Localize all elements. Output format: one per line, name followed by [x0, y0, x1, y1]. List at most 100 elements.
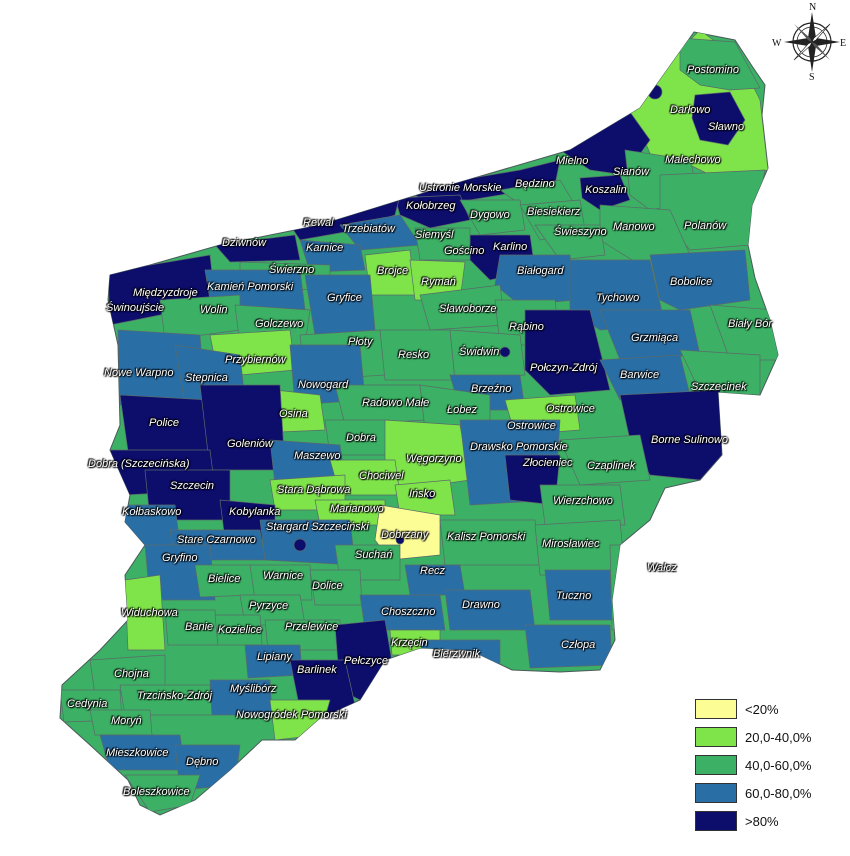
label-manowo: Manowo	[613, 221, 655, 233]
label-bialybor: Biały Bór	[728, 318, 773, 330]
enclave-darlowo	[647, 84, 663, 100]
label-czlopa: Człopa	[561, 639, 596, 651]
label-karlino: Karlino	[493, 241, 528, 253]
region-bobolice	[649, 249, 751, 311]
label-stepnica: Stepnica	[185, 372, 228, 384]
label-ostrowice2: Ostrowice	[507, 420, 556, 432]
label-przybiernow: Przybiernów	[225, 354, 286, 366]
enclave-insko	[425, 490, 435, 500]
label-karnice: Karnice	[306, 242, 344, 254]
compass-n: N	[809, 2, 816, 13]
label-rewal: Rewal	[303, 217, 334, 229]
label-radowo: Radowo Małe	[362, 397, 430, 409]
legend-label: 60,0-80,0%	[745, 785, 812, 801]
legend-label: >80%	[745, 813, 779, 829]
legend-label: 20,0-40,0%	[745, 729, 812, 745]
label-grzmiaca: Grzmiąca	[631, 332, 679, 344]
legend-swatch-lt20	[695, 699, 737, 719]
label-wegorzyno: Węgorzyno	[406, 453, 462, 465]
label-miroslawiec: Mirosławiec	[542, 538, 600, 550]
legend-item: <20%	[695, 697, 835, 721]
label-nowewarpno: Nowe Warpno	[104, 367, 174, 379]
legend-label: 40,0-60,0%	[745, 757, 812, 773]
label-wolin: Wolin	[200, 304, 228, 316]
legend-label: <20%	[745, 701, 779, 717]
label-bierzwnik: Bierzwnik	[433, 648, 481, 660]
region-walcz	[609, 544, 661, 631]
compass-s: S	[809, 72, 815, 80]
label-postomino: Postomino	[687, 64, 739, 76]
label-ploty: Płoty	[348, 336, 373, 348]
region-swieszyno	[534, 224, 606, 261]
label-siemysl: Siemyśl	[415, 229, 454, 241]
legend-swatch-60-80	[695, 783, 737, 803]
label-biesiekierz: Biesiekierz	[527, 206, 581, 218]
label-slawoborze: Sławoborze	[439, 303, 497, 315]
label-lipiany: Lipiany	[257, 651, 292, 663]
label-malechowo: Malechowo	[665, 154, 721, 166]
label-trzebiatow: Trzebiatów	[342, 223, 395, 235]
label-nowogrodek: Nowogródek Pomorski	[236, 709, 347, 721]
label-dobraszcz: Dobra (Szczecińska)	[88, 458, 190, 470]
label-dygowo: Dygowo	[470, 209, 510, 221]
region-widuchowa	[124, 574, 166, 651]
label-szczecinek: Szczecinek	[691, 381, 747, 393]
label-polczyn: Połczyn-Zdrój	[530, 362, 598, 374]
label-drawsko: Drawsko Pomorskie	[470, 441, 568, 453]
label-ustronie: Ustronie Morskie	[419, 182, 502, 194]
label-golczewo: Golczewo	[255, 318, 304, 330]
label-darlowo: Darłowo	[670, 104, 711, 116]
label-goscino: Gościno	[444, 245, 485, 257]
compass-rose-icon: N S W E	[772, 2, 846, 80]
label-polanow: Polanów	[684, 220, 727, 232]
label-boleszkowice: Boleszkowice	[123, 786, 190, 798]
label-barwice: Barwice	[620, 369, 660, 381]
label-stargard: Stargard Szczeciński	[266, 521, 369, 533]
label-mielno: Mielno	[556, 155, 589, 167]
label-ryman: Rymań	[421, 276, 456, 288]
label-bedzino: Będzino	[515, 178, 555, 190]
region-szczecinek	[679, 349, 761, 396]
label-banie: Banie	[185, 621, 214, 633]
label-mysliborz: Myślibórz	[230, 683, 277, 695]
label-gryfino: Gryfino	[162, 552, 198, 564]
label-kamien: Kamień Pomorski	[207, 281, 294, 293]
label-maszewo: Maszewo	[294, 450, 341, 462]
label-debno: Dębno	[186, 756, 219, 768]
label-starecz: Stare Czarnowo	[177, 534, 256, 546]
label-mieszkowice: Mieszkowice	[106, 747, 169, 759]
region-karnice	[299, 239, 366, 273]
region-dygowo	[459, 199, 526, 236]
label-police: Police	[149, 417, 179, 429]
label-cedynia: Cedynia	[67, 698, 108, 710]
region-siemysl	[414, 227, 471, 261]
label-osina: Osina	[279, 408, 308, 420]
legend-item: 20,0-40,0%	[695, 725, 835, 749]
label-kalisz: Kalisz Pomorski	[447, 531, 526, 543]
region-koszalin	[579, 174, 631, 211]
label-kobylanka: Kobylanka	[229, 506, 281, 518]
label-moryn: Moryń	[111, 715, 142, 727]
label-warnice: Warnice	[263, 570, 304, 582]
legend-item: 60,0-80,0%	[695, 781, 835, 805]
label-bobolice: Bobolice	[670, 276, 713, 288]
label-kozielice: Kozielice	[218, 624, 263, 636]
label-walcz: Wałcz	[647, 562, 677, 574]
region-gryfice	[304, 274, 376, 336]
region-dziwnow	[214, 234, 301, 263]
label-chociwel: Chociwel	[359, 470, 404, 482]
label-bornesulinowo: Borne Sulinowo	[651, 434, 729, 446]
region-wierzchowo	[539, 484, 626, 526]
region-warnice	[249, 564, 313, 601]
region-bialybor	[709, 304, 778, 361]
enclave-stargard	[293, 538, 307, 552]
label-czaplinek: Czaplinek	[587, 460, 636, 472]
label-koszalin: Koszalin	[585, 184, 627, 196]
label-slawno: Sławno	[708, 121, 745, 133]
label-pelczyce: Pełczyce	[344, 655, 389, 667]
label-chojna: Chojna	[114, 668, 149, 680]
label-nowogard: Nowogard	[298, 379, 349, 391]
label-przelewice: Przelewice	[285, 621, 339, 633]
label-ostrowice1: Ostrowice	[546, 403, 595, 415]
